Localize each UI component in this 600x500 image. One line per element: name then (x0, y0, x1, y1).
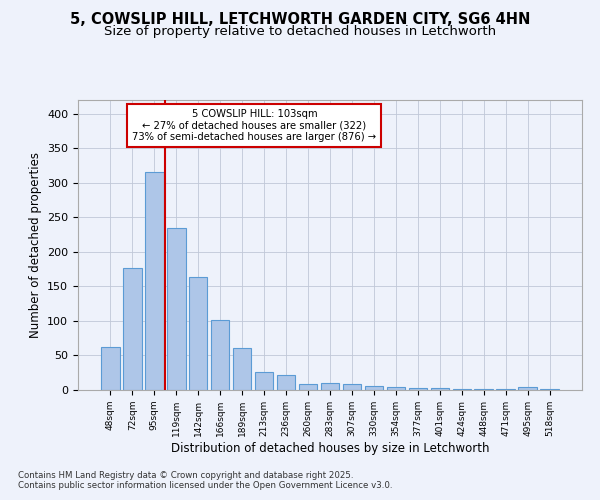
Bar (299, 384, 317, 390)
Bar (123, 268, 142, 390)
Bar (409, 388, 427, 390)
X-axis label: Distribution of detached houses by size in Letchworth: Distribution of detached houses by size … (171, 442, 489, 454)
Bar (167, 228, 185, 390)
Bar (518, 387, 537, 390)
Bar (452, 388, 471, 390)
Text: Size of property relative to detached houses in Letchworth: Size of property relative to detached ho… (104, 25, 496, 38)
Bar (233, 348, 251, 390)
Text: 5 COWSLIP HILL: 103sqm
← 27% of detached houses are smaller (322)
73% of semi-de: 5 COWSLIP HILL: 103sqm ← 27% of detached… (133, 108, 376, 142)
Bar (101, 346, 119, 390)
Bar (211, 320, 229, 390)
Text: Contains HM Land Registry data © Crown copyright and database right 2025.: Contains HM Land Registry data © Crown c… (18, 470, 353, 480)
Text: 5, COWSLIP HILL, LETCHWORTH GARDEN CITY, SG6 4HN: 5, COWSLIP HILL, LETCHWORTH GARDEN CITY,… (70, 12, 530, 28)
Y-axis label: Number of detached properties: Number of detached properties (29, 152, 41, 338)
Bar (145, 172, 164, 390)
Bar (189, 277, 208, 390)
Bar (386, 386, 405, 390)
Text: Contains public sector information licensed under the Open Government Licence v3: Contains public sector information licen… (18, 480, 392, 490)
Bar (277, 375, 295, 390)
Bar (365, 386, 383, 390)
Bar (431, 388, 449, 390)
Bar (255, 372, 274, 390)
Bar (541, 388, 559, 390)
Bar (343, 384, 361, 390)
Bar (320, 383, 340, 390)
